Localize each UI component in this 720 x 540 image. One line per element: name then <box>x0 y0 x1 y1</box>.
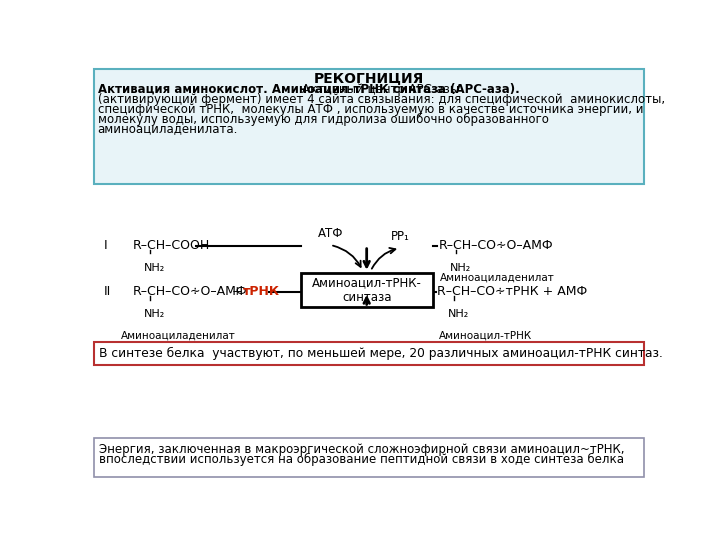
Text: NH₂: NH₂ <box>143 309 165 319</box>
Text: Аминоациладенилат: Аминоациладенилат <box>121 330 235 340</box>
Text: РЕКОГНИЦИЯ: РЕКОГНИЦИЯ <box>314 71 424 85</box>
Text: В синтезе белка  участвуют, по меньшей мере, 20 различных аминоацил-тРНК синтаз.: В синтезе белка участвуют, по меньшей ме… <box>99 347 663 360</box>
Text: аминоациладенилата.: аминоациладенилата. <box>98 123 238 136</box>
Text: (активирующий фермент) имеет 4 сайта связывания: для специфической  аминокислоты: (активирующий фермент) имеет 4 сайта свя… <box>98 92 665 105</box>
Text: впоследствии используется на образование пептидной связи в ходе синтеза белка: впоследствии используется на образование… <box>99 453 624 466</box>
Text: PP₁: PP₁ <box>390 231 410 244</box>
Text: Аминоацил-тРНК: Аминоацил-тРНК <box>438 330 532 340</box>
FancyBboxPatch shape <box>94 342 644 365</box>
FancyArrowPatch shape <box>333 246 361 267</box>
Text: NH₂: NH₂ <box>143 262 165 273</box>
Text: АТФ: АТФ <box>318 227 343 240</box>
Text: II: II <box>104 286 111 299</box>
Text: R–CH–COOH: R–CH–COOH <box>132 239 210 252</box>
Text: R–CH–CO∻O–АМФ: R–CH–CO∻O–АМФ <box>132 286 247 299</box>
Text: молекулу воды, используемую для гидролиза ошибочно образованного: молекулу воды, используемую для гидролиз… <box>98 112 549 126</box>
FancyBboxPatch shape <box>301 273 433 307</box>
Text: I: I <box>104 239 107 252</box>
FancyBboxPatch shape <box>94 438 644 477</box>
Text: +: + <box>232 286 246 299</box>
FancyArrowPatch shape <box>372 248 395 269</box>
Text: NH₂: NH₂ <box>449 262 471 273</box>
Text: Аминоациладенилат: Аминоациладенилат <box>441 273 555 283</box>
Text: Аминоацил-тРНК-
синтаза: Аминоацил-тРНК- синтаза <box>312 276 422 304</box>
Text: специфической тРНК,  молекулы АТФ , используемую в качестве источника энергии, и: специфической тРНК, молекулы АТФ , испол… <box>98 103 643 116</box>
FancyBboxPatch shape <box>94 69 644 184</box>
Text: R–CH–CO∻тРНК + АМФ: R–CH–CO∻тРНК + АМФ <box>437 286 588 299</box>
Text: R–CH–CO∻O–АМФ: R–CH–CO∻O–АМФ <box>438 239 554 252</box>
Text: Активация аминокислот. Аминоацил-тРНК синтаза (АРС-аза).: Активация аминокислот. Аминоацил-тРНК си… <box>98 83 523 96</box>
Text: NH₂: NH₂ <box>448 309 469 319</box>
Text: тРНК: тРНК <box>243 286 279 299</box>
Text: Энергия, заключенная в макроэргической сложноэфирной связи аминоацил~тРНК,: Энергия, заключенная в макроэргической с… <box>99 443 625 456</box>
Text: Активный центр АРС-азы: Активный центр АРС-азы <box>302 83 459 96</box>
